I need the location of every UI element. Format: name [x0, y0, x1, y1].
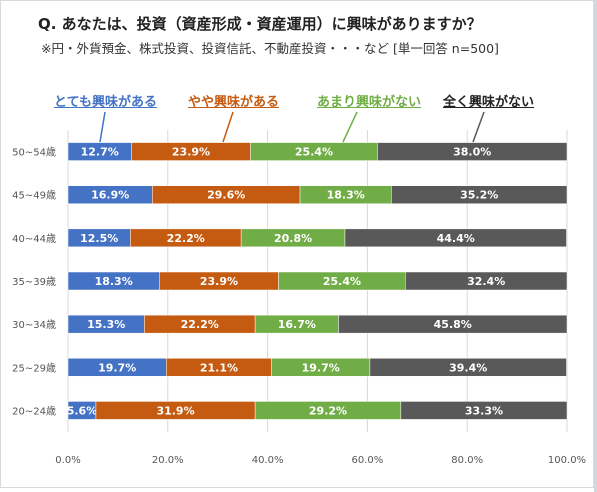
- category-label: 50~54歳: [12, 147, 56, 159]
- legend-label-somewhat-interested: やや興味がある: [188, 95, 280, 110]
- category-label: 25~29歳: [12, 362, 56, 374]
- bar-segment: [405, 271, 568, 291]
- data-label: 5.6%: [67, 404, 98, 417]
- bar-segment: [377, 142, 568, 161]
- data-label: 29.2%: [309, 404, 347, 417]
- data-label: 33.3%: [465, 404, 503, 417]
- x-tick-label: 100.0%: [548, 455, 586, 466]
- legend-label-not-very-interested: あまり興味がない: [317, 95, 422, 110]
- data-label: 35.2%: [460, 189, 498, 202]
- data-label: 15.3%: [87, 318, 125, 331]
- data-label: 25.4%: [295, 146, 333, 159]
- data-label: 29.6%: [207, 189, 245, 202]
- data-label: 19.7%: [302, 361, 340, 374]
- legend-leader-line: [342, 111, 358, 143]
- data-label: 23.9%: [200, 275, 238, 288]
- data-label: 22.2%: [181, 318, 219, 331]
- bar-segment: [338, 314, 568, 334]
- category-label: 30~34歳: [12, 319, 56, 331]
- legend-label-very-interested: とても興味がある: [54, 95, 157, 110]
- scroll-edge: [594, 0, 597, 492]
- data-label: 25.4%: [323, 275, 361, 288]
- bar-segment: [369, 358, 567, 377]
- data-label: 31.9%: [156, 404, 194, 417]
- data-label: 38.0%: [453, 146, 491, 159]
- data-label: 16.7%: [278, 318, 316, 331]
- data-label: 23.9%: [172, 146, 210, 159]
- x-tick-label: 80.0%: [451, 455, 483, 466]
- x-tick-label: 40.0%: [252, 455, 284, 466]
- data-label: 12.7%: [81, 146, 119, 159]
- legend-leader-line: [99, 111, 106, 143]
- data-label: 20.8%: [274, 232, 312, 245]
- chart-subtitle: ※円・外貨預金、株式投資、投資信託、不動産投資・・・など [単一回答 n=500…: [41, 41, 499, 56]
- x-tick-label: 20.0%: [152, 455, 184, 466]
- data-label: 32.4%: [467, 275, 505, 288]
- legend-leader-line: [222, 111, 234, 143]
- data-label: 21.1%: [200, 361, 238, 374]
- x-tick-label: 60.0%: [352, 455, 384, 466]
- category-label: 35~39歳: [12, 276, 56, 288]
- bar-segment: [391, 185, 568, 204]
- data-label: 45.8%: [434, 318, 472, 331]
- bar-segment: [344, 228, 567, 248]
- data-label: 22.2%: [167, 232, 205, 245]
- category-label: 40~44歳: [12, 233, 56, 245]
- data-label: 18.3%: [327, 189, 365, 202]
- category-label: 20~24歳: [12, 405, 56, 417]
- data-label: 44.4%: [437, 232, 475, 245]
- data-label: 12.5%: [80, 232, 118, 245]
- chart-title: Q. あなたは、投資（資産形成・資産運用）に興味がありますか？: [38, 15, 482, 33]
- legend-label-not-interested-at-all: 全く興味がない: [443, 95, 535, 110]
- data-label: 39.4%: [449, 361, 487, 374]
- x-tick-label: 0.0%: [55, 455, 80, 466]
- legend-leader-line: [472, 111, 485, 143]
- bar-segment: [400, 401, 568, 420]
- data-label: 16.9%: [91, 189, 129, 202]
- category-label: 45~49歳: [12, 190, 56, 202]
- data-label: 19.7%: [98, 361, 136, 374]
- data-label: 18.3%: [95, 275, 133, 288]
